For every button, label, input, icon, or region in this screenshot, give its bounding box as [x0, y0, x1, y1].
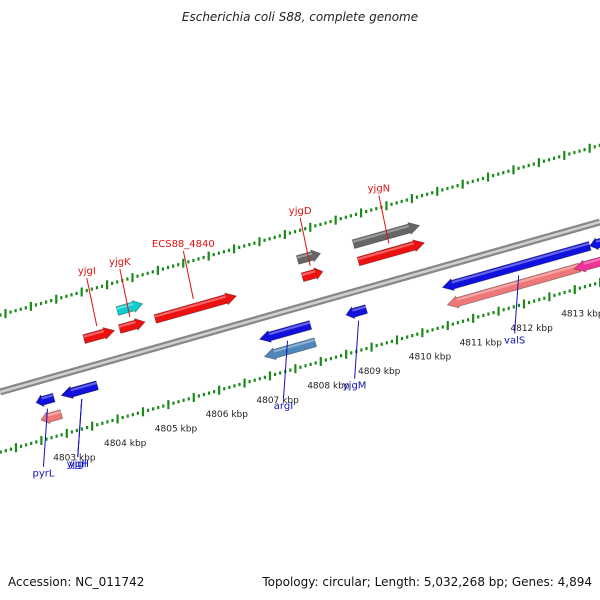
- genome-backbone-highlight: [0, 220, 600, 394]
- gene-arrow-yjgi[interactable]: [60, 380, 99, 399]
- gene-label-yjgd[interactable]: yjgD: [289, 206, 312, 217]
- scale-label-4807: 4807 kbp: [256, 396, 299, 406]
- gene-arrow-pyrl[interactable]: [35, 392, 56, 408]
- gene-label-leader: [299, 217, 311, 266]
- gene-label-leader: [119, 268, 131, 317]
- genome-title: Escherichia coli S88, complete genome: [181, 10, 419, 24]
- gene-label-yjgh[interactable]: yjgH: [66, 459, 89, 470]
- gene-arrow-salmon-16[interactable]: [446, 262, 582, 309]
- gene-arrow-blue-18[interactable]: [589, 236, 600, 251]
- gene-arrow-shine: [583, 258, 600, 265]
- scale-label-4804: 4804 kbp: [104, 439, 147, 449]
- gene-arrow-shine: [451, 242, 590, 284]
- gene-arrow-shine: [47, 410, 61, 417]
- gene-arrow-gray-7[interactable]: [351, 222, 421, 249]
- genome-summary-text: Topology: circular; Length: 5,032,268 bp…: [262, 575, 592, 589]
- gene-label-leader: [77, 398, 83, 458]
- gene-arrow-pink-17[interactable]: [573, 256, 600, 273]
- reverse-tick-track: [0, 277, 600, 454]
- scale-label-4805: 4805 kbp: [155, 425, 198, 435]
- gene-label-leader: [86, 278, 98, 327]
- gene-arrow-yjgn[interactable]: [356, 239, 426, 267]
- gene-label-vals[interactable]: valS: [504, 335, 525, 346]
- scale-label-4812: 4812 kbp: [510, 324, 553, 334]
- gene-arrow-steelblue-13[interactable]: [263, 337, 318, 361]
- gene-label-yjgk[interactable]: yjgK: [109, 257, 131, 268]
- gene-arrow-ecs88-4840[interactable]: [153, 292, 238, 324]
- gene-arrow-shine: [352, 225, 410, 243]
- gene-arrow-shine: [41, 394, 54, 400]
- gene-arrow-shine: [268, 321, 311, 336]
- gene-label-argi[interactable]: argI: [274, 401, 293, 412]
- gene-arrow-shine: [83, 330, 105, 338]
- gene-arrow-shine: [273, 338, 315, 353]
- scale-label-4808: 4808 kbp: [307, 381, 350, 391]
- gene-arrow-cyan-2[interactable]: [115, 300, 144, 316]
- gene-arrow-shine: [70, 381, 97, 392]
- gene-arrow-vals[interactable]: [441, 241, 592, 292]
- accession-text: Accession: NC_011742: [8, 575, 145, 589]
- backbone-layer: [0, 218, 600, 396]
- forward-tick-track: [0, 143, 600, 319]
- scale-label-4813: 4813 kbp: [561, 310, 600, 320]
- gene-arrow-shine: [301, 270, 316, 277]
- gene-label-ecs88-4840[interactable]: ECS88_4840: [152, 239, 215, 250]
- gene-arrow-yjgd[interactable]: [300, 267, 324, 283]
- gene-labels-layer: yjgIyjgKECS88_4840yjgDyjgNpyrLyjgHyjgIar…: [32, 183, 525, 479]
- gene-label-yjgi[interactable]: yjgI: [78, 266, 96, 277]
- scale-label-4806: 4806 kbp: [206, 410, 249, 420]
- scale-label-4809: 4809 kbp: [358, 367, 401, 377]
- gene-arrow-shine: [116, 303, 134, 310]
- gene-label-leader: [354, 320, 360, 379]
- scale-label-4803: 4803 kbp: [53, 453, 96, 463]
- gene-arrow-shine: [118, 321, 136, 328]
- gene-label-leader: [378, 195, 390, 244]
- scale-tick-labels: 4803 kbp 4804 kbp 4805 kbp 4806 kbp 4807 kbp…: [53, 310, 600, 464]
- gene-label-leader: [42, 408, 48, 467]
- gene-label-yjgi[interactable]: yjgI: [69, 459, 87, 470]
- genes-layer: [35, 222, 600, 425]
- gene-label-leader: [282, 340, 288, 399]
- gene-arrow-yjgm[interactable]: [345, 304, 368, 320]
- gene-arrow-shine: [352, 305, 366, 312]
- gene-arrow-yjgi[interactable]: [82, 327, 116, 344]
- gene-label-leader: [182, 250, 194, 299]
- gene-arrow-shine: [596, 239, 600, 243]
- gene-label-leader: [514, 275, 520, 334]
- gene-label-yjgn[interactable]: yjgN: [368, 183, 391, 194]
- gene-arrow-yjgk[interactable]: [117, 318, 146, 334]
- gene-arrow-argi[interactable]: [258, 320, 313, 343]
- gene-label-pyrl[interactable]: pyrL: [32, 469, 54, 480]
- gene-label-yjgm[interactable]: yjgM: [343, 381, 367, 392]
- gene-arrow-shine: [154, 295, 227, 318]
- gene-arrow-shine: [357, 242, 414, 261]
- scale-label-4810: 4810 kbp: [409, 353, 452, 363]
- scale-label-4811: 4811 kbp: [460, 338, 503, 348]
